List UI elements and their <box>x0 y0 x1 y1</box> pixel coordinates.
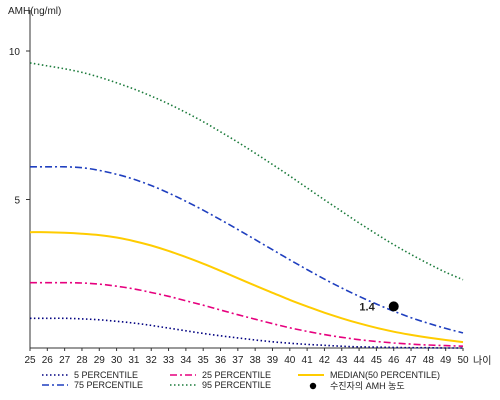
x-tick-label: 47 <box>405 355 417 366</box>
legend-label-patient-point: 수진자의 AMH 농도 <box>330 381 405 391</box>
plot-area: 5 10 25 26 27 28 29 30 31 32 33 34 35 36 37 38 39 40 41 42 4… <box>9 10 491 367</box>
x-tick-label: 46 <box>388 355 400 366</box>
x-tick-label: 25 <box>24 355 36 366</box>
y-axis-title: AMH(ng/ml) <box>8 6 61 17</box>
x-tick-label: 31 <box>128 355 140 366</box>
legend-label-5-percentile: 5 PERCENTILE <box>74 370 138 380</box>
x-tick-label: 41 <box>302 355 314 366</box>
legend-label-75-percentile: 75 PERCENTILE <box>74 380 143 390</box>
x-tick-label: 34 <box>180 355 192 366</box>
x-tick-label: 38 <box>250 355 262 366</box>
x-tick-label: 49 <box>440 355 452 366</box>
patient-amh-label: 1.4 <box>359 301 375 313</box>
x-tick-label: 30 <box>111 355 123 366</box>
x-tick-label: 35 <box>198 355 210 366</box>
x-tick-label: 39 <box>267 355 279 366</box>
legend-label-95-percentile: 95 PERCENTILE <box>202 380 271 390</box>
x-tick-label: 27 <box>59 355 71 366</box>
x-axis-title: 나이 <box>473 355 491 367</box>
x-tick-label: 36 <box>215 355 227 366</box>
legend-label-median-50-percentile: MEDIAN(50 PERCENTILE) <box>330 370 440 380</box>
y-tick-label: 5 <box>14 196 20 207</box>
x-tick-label: 28 <box>76 355 88 366</box>
legend-marker-patient-point <box>309 382 317 390</box>
x-tick-label: 33 <box>163 355 175 366</box>
series-line-median-50-percentile <box>29 231 464 344</box>
x-tick-label: 42 <box>319 355 331 366</box>
legend: 5 PERCENTILE 25 PERCENTILE MEDIAN(50 PERCE… <box>42 370 440 391</box>
series-line-25-percentile <box>30 281 464 347</box>
x-tick-label: 45 <box>371 355 383 366</box>
legend-label-25-percentile: 25 PERCENTILE <box>202 370 271 380</box>
x-tick-label: 37 <box>232 355 244 366</box>
x-tick-label: 48 <box>423 355 435 366</box>
x-tick-label: 29 <box>94 355 106 366</box>
x-tick-label: 32 <box>146 355 158 366</box>
patient-amh-point <box>388 301 399 312</box>
x-tick-label: 26 <box>42 355 54 366</box>
x-tick-label: 50 <box>457 355 469 366</box>
y-tick-label: 10 <box>9 47 21 58</box>
x-tick-label: 43 <box>336 355 348 366</box>
series-line-95-percentile <box>29 62 464 281</box>
x-tick-label: 44 <box>354 355 366 366</box>
x-tick-label: 40 <box>284 355 296 366</box>
